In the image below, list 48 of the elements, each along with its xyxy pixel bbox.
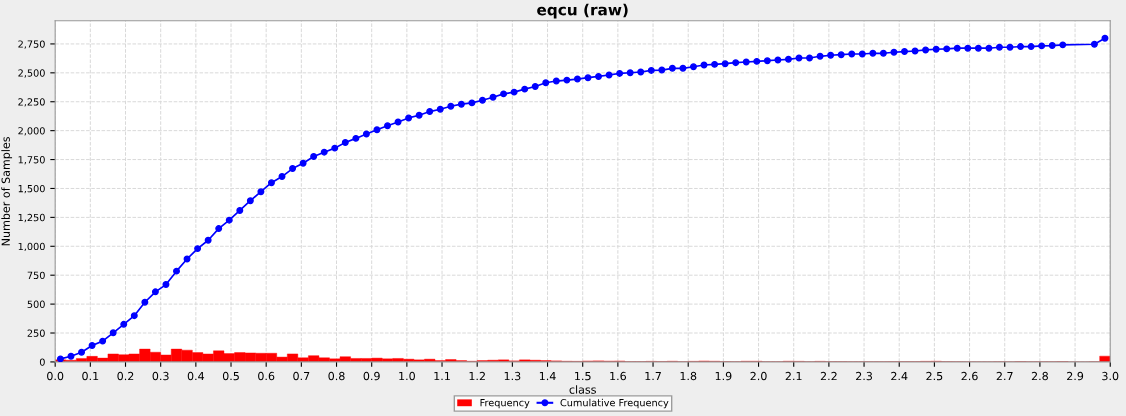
legend-label: Cumulative Frequency — [560, 398, 669, 409]
x-tick-label: 0.4 — [187, 371, 205, 381]
y-tick-label: 2,500 — [18, 69, 45, 78]
chart-title: eqcu (raw) — [537, 3, 628, 19]
x-tick-label: 2.7 — [996, 371, 1013, 381]
x-tick-label: 1.6 — [610, 371, 627, 381]
x-tick-label: 0.8 — [328, 371, 345, 381]
x-tick-label: 1.3 — [504, 371, 521, 381]
y-tick-label: 1,750 — [18, 156, 45, 165]
x-tick-label: 2.9 — [1067, 371, 1084, 381]
x-tick-label: 1.4 — [539, 371, 556, 381]
x-tick-label: 2.5 — [926, 371, 943, 381]
x-tick-label: 2.4 — [891, 371, 908, 381]
x-axis-title: class — [569, 385, 596, 394]
y-tick-label: 750 — [27, 271, 45, 280]
x-tick-label: 3.0 — [1102, 371, 1119, 381]
x-tick-label: 0.5 — [222, 371, 239, 381]
x-tick-label: 2.2 — [820, 371, 837, 381]
y-tick-label: 250 — [27, 329, 45, 337]
x-tick-label: 1.8 — [680, 371, 697, 381]
y-tick-label: 2,750 — [18, 40, 45, 49]
legend-label: Frequency — [480, 399, 530, 409]
x-tick-label: 2.6 — [961, 371, 978, 381]
y-tick-label: 2,250 — [18, 98, 45, 107]
x-tick-label: 1.7 — [645, 371, 661, 381]
x-tick-label: 0.9 — [363, 371, 380, 381]
x-tick-label: 1.5 — [575, 371, 591, 381]
x-tick-label: 0.2 — [117, 371, 134, 381]
x-tick-label: 2.8 — [1031, 371, 1048, 381]
y-tick-label: 1,500 — [18, 184, 45, 194]
x-tick-label: 0.6 — [258, 371, 275, 381]
y-axis-title: Number of Samples — [1, 136, 13, 246]
y-tick-label: 500 — [27, 300, 45, 308]
x-tick-label: 1.9 — [715, 371, 732, 381]
x-tick-label: 1.0 — [399, 371, 415, 381]
x-tick-label: 1.1 — [434, 371, 450, 381]
y-tick-label: 1,250 — [18, 213, 45, 223]
x-tick-label: 1.2 — [469, 371, 485, 381]
y-tick-label: 2,000 — [18, 127, 45, 136]
y-tick-label: 1,000 — [18, 242, 45, 252]
x-tick-label: 2.3 — [856, 371, 872, 381]
x-tick-label: 0.0 — [47, 371, 64, 381]
x-tick-label: 0.7 — [293, 371, 310, 381]
x-tick-label: 0.1 — [82, 371, 99, 381]
x-tick-label: 0.3 — [152, 371, 169, 381]
x-tick-label: 2.0 — [750, 371, 767, 381]
y-tick-label: 0 — [39, 358, 45, 366]
x-tick-label: 2.1 — [785, 371, 802, 381]
